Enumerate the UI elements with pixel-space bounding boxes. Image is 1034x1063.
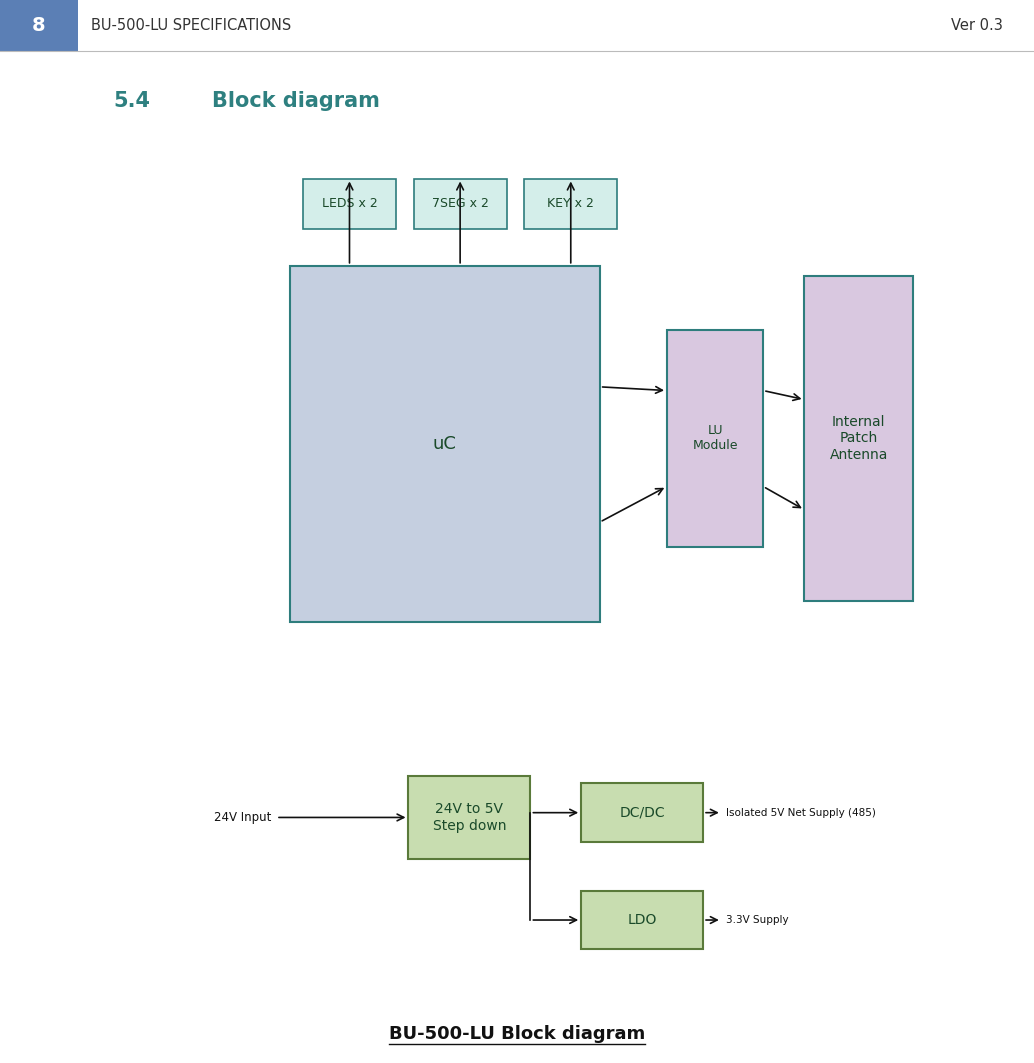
Text: Ver 0.3: Ver 0.3 [951, 18, 1003, 33]
Text: Internal
Patch
Antenna: Internal Patch Antenna [829, 416, 888, 461]
Bar [524, 179, 617, 229]
Bar [290, 266, 600, 622]
Bar [303, 179, 396, 229]
Text: 5.4: 5.4 [114, 91, 151, 111]
Bar [414, 179, 507, 229]
Text: 8: 8 [31, 16, 45, 35]
Bar [667, 330, 763, 547]
Text: 24V Input: 24V Input [214, 811, 271, 824]
Bar [581, 783, 703, 842]
Bar [0, 0, 78, 51]
Bar [0, 0, 1034, 51]
Text: Isolated 5V Net Supply (485): Isolated 5V Net Supply (485) [726, 808, 876, 817]
Text: BU-500-LU Block diagram: BU-500-LU Block diagram [389, 1026, 645, 1043]
Text: 3.3V Supply: 3.3V Supply [726, 915, 789, 925]
Text: Block diagram: Block diagram [212, 91, 379, 111]
Text: 24V to 5V
Step down: 24V to 5V Step down [432, 803, 507, 832]
Bar [408, 776, 530, 859]
Text: 7SEG x 2: 7SEG x 2 [431, 197, 489, 210]
Text: DC/DC: DC/DC [619, 806, 665, 820]
Text: uC: uC [432, 435, 457, 453]
Text: BU-500-LU SPECIFICATIONS: BU-500-LU SPECIFICATIONS [91, 18, 292, 33]
Bar [804, 276, 913, 601]
Bar [581, 891, 703, 949]
Text: LEDS x 2: LEDS x 2 [322, 197, 377, 210]
Text: KEY x 2: KEY x 2 [547, 197, 595, 210]
Text: LU
Module: LU Module [692, 424, 738, 453]
Text: LDO: LDO [628, 913, 657, 927]
